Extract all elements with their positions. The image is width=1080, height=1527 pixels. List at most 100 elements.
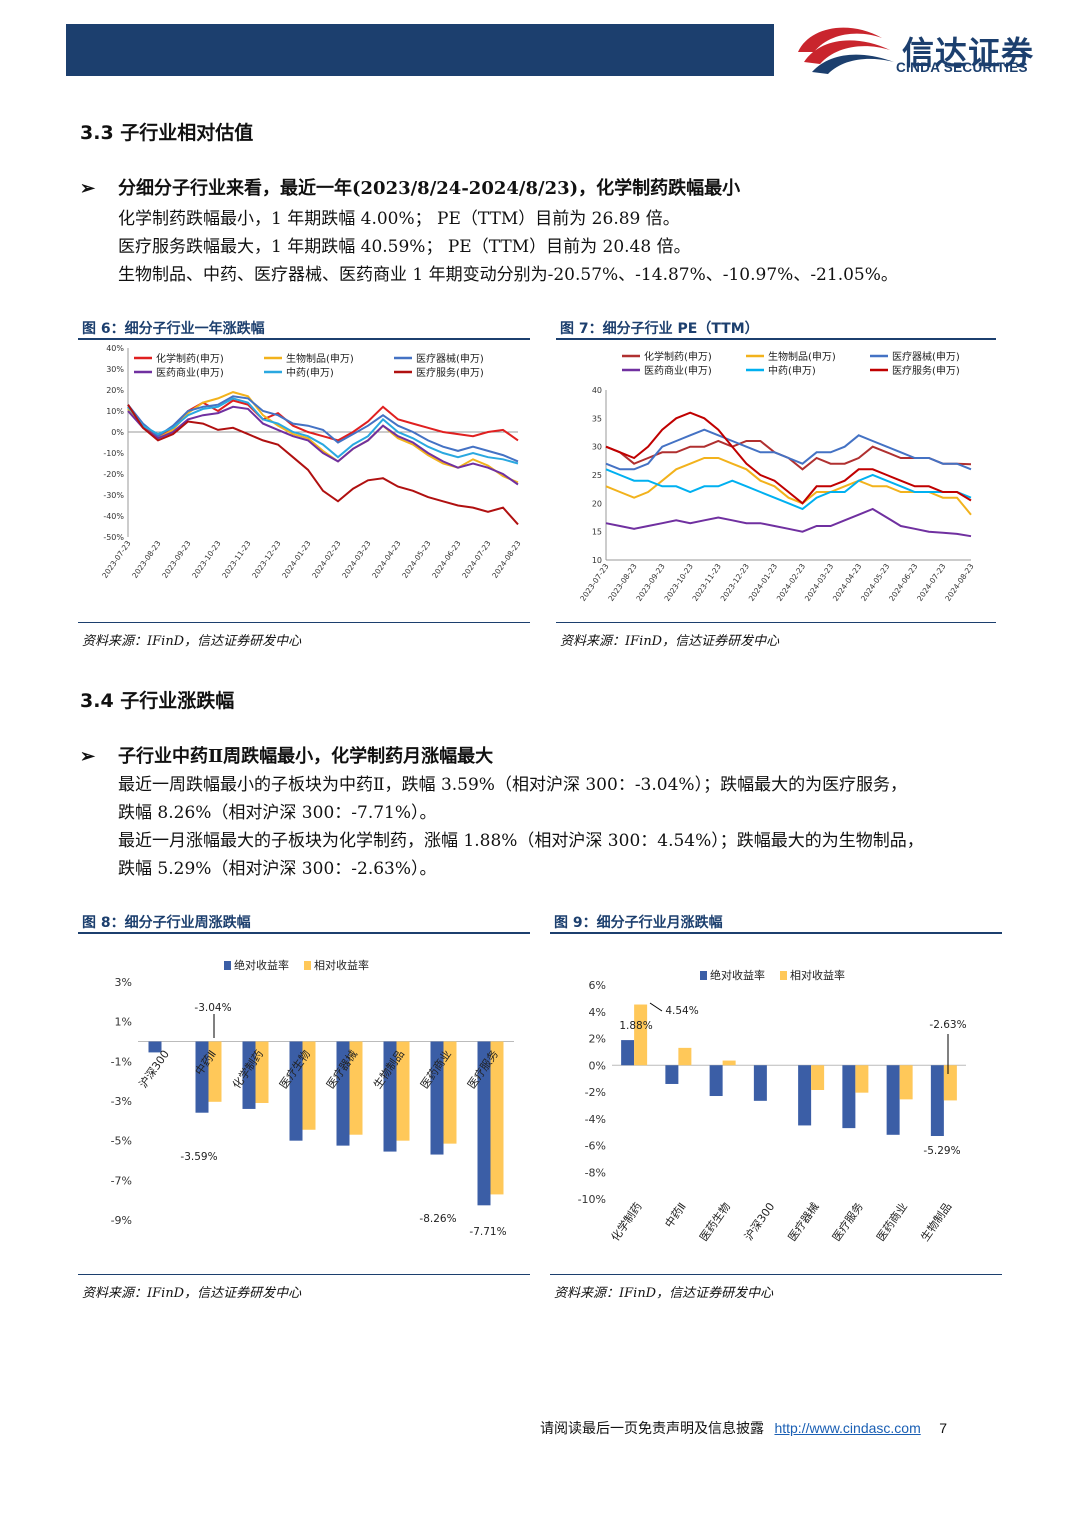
legend-label: 相对收益率 — [314, 958, 369, 972]
bar — [899, 1065, 913, 1100]
section-3-4-title: 3.4 子行业涨跌幅 — [80, 690, 235, 712]
bar — [798, 1065, 812, 1126]
y-tick-label: -30% — [103, 491, 124, 500]
fig8-top-rule — [78, 932, 530, 934]
data-label: -3.59% — [180, 1151, 217, 1163]
legend-label: 相对收益率 — [790, 968, 845, 982]
bullet-text: 子行业中药Ⅱ周跌幅最小，化学制药月涨幅最大 — [118, 746, 494, 767]
bar — [930, 1065, 944, 1137]
y-tick-label: -40% — [103, 512, 124, 521]
series-line — [605, 411, 972, 505]
fig9-chart: 6% 4% 2% 0% -2% -4% -6% -8% -10%化学制药 中药Ⅱ 医药生物 沪深300… — [578, 968, 967, 1244]
fig7-chart: 403530252015102023-07-232023-08-232023-0… — [578, 350, 976, 603]
y-tick-label: 40 — [592, 386, 602, 395]
fig9-source: 资料来源：IFinD，信达证券研发中心 — [554, 1286, 774, 1301]
bar — [383, 1041, 397, 1152]
section-3-4-bullet: ➢ 子行业中药Ⅱ周跌幅最小，化学制药月涨幅最大 — [80, 742, 493, 768]
data-label: -3.04% — [194, 1002, 231, 1014]
x-tick-label: 2024-05-23 — [400, 539, 433, 580]
footer-link[interactable]: http://www.cindasc.com — [774, 1420, 921, 1436]
x-tick-label: 2023-12-23 — [250, 539, 283, 580]
brand-name-cn: 信达证券 — [902, 34, 1035, 72]
fig7-title: 图 7：细分子行业 PE（TTM） — [560, 321, 759, 337]
y-tick-label: 2% — [589, 1033, 606, 1046]
y-tick-label: 40% — [106, 344, 124, 353]
section-3-3-title: 3.3 子行业相对估值 — [80, 122, 254, 144]
bar — [753, 1065, 767, 1101]
fig6-top-rule — [78, 338, 530, 340]
bar — [208, 1041, 222, 1102]
bar — [443, 1041, 457, 1144]
fig8-chart: 3%1%-1%-3%-5%-7%-9%沪深300 中药Ⅱ 化学制药 医疗生物 医疗器械生… — [111, 958, 514, 1238]
x-tick-label: 2024-04-23 — [370, 539, 403, 580]
y-tick-label: 20 — [592, 499, 602, 508]
brand-name-en: CINDA SECURITIES — [896, 60, 1028, 75]
series-line — [605, 468, 972, 511]
bar — [490, 1041, 504, 1195]
legend-swatch — [304, 961, 311, 970]
series-line — [605, 507, 972, 538]
series-line — [127, 399, 519, 442]
data-label: 1.88% — [619, 1020, 652, 1032]
legend-label: 生物制品(申万) — [286, 352, 354, 365]
paragraph-line: 跌幅 8.26%（相对沪深 300：-7.71%）。 — [118, 803, 437, 823]
y-tick-label: 10 — [592, 556, 602, 565]
series-line — [127, 405, 519, 486]
x-category-label: 生物制品 — [918, 1200, 955, 1244]
bar — [722, 1060, 736, 1066]
y-tick-label: -1% — [111, 1055, 132, 1068]
fig6-bottom-rule — [78, 622, 530, 623]
bar — [148, 1041, 162, 1053]
fig9-top-rule — [550, 932, 1002, 934]
y-tick-label: -50% — [103, 533, 124, 542]
y-tick-label: 15 — [592, 528, 602, 537]
fig6-title: 图 6：细分子行业一年涨跌幅 — [82, 321, 265, 337]
legend-label: 绝对收益率 — [710, 968, 765, 982]
annotation-leader — [649, 1002, 663, 1012]
section-3-3-bullet: ➢ 分细分子行业来看，最近一年(2023/8/24-2024/8/23)，化学制药… — [80, 174, 740, 200]
bar — [842, 1065, 856, 1129]
legend-label: 化学制药(申万) — [644, 350, 712, 363]
x-tick-label: 2024-08-23 — [490, 539, 523, 580]
fig7-top-rule — [556, 338, 996, 340]
x-category-label: 化学制药 — [608, 1200, 645, 1244]
legend-swatch — [700, 971, 707, 980]
fig8-title: 图 8：细分子行业周涨跌幅 — [82, 915, 251, 931]
data-label: -2.63% — [929, 1019, 966, 1031]
bullet-text: 分细分子行业来看，最近一年(2023/8/24-2024/8/23)，化学制药跌… — [118, 178, 741, 199]
x-tick-label: 2023-08-23 — [130, 539, 163, 580]
y-tick-label: 30 — [592, 443, 602, 452]
cinda-logo-icon — [798, 27, 894, 74]
fig9-title: 图 9：细分子行业月涨跌幅 — [554, 915, 723, 931]
y-tick-label: -10% — [578, 1193, 606, 1206]
bar — [943, 1065, 957, 1101]
bar — [302, 1041, 316, 1130]
data-label: -8.26% — [419, 1213, 456, 1225]
x-tick-label: 2024-07-23 — [460, 539, 493, 580]
series-line — [127, 391, 519, 484]
paragraph-line: 最近一周跌幅最小的子板块为中药Ⅱ，跌幅 3.59%（相对沪深 300：-3.04… — [118, 775, 908, 795]
x-category-label: 中药Ⅱ — [662, 1200, 688, 1230]
legend-swatch — [224, 961, 231, 970]
bar — [349, 1041, 363, 1135]
x-category-label: 医药生物 — [696, 1200, 733, 1244]
legend-label: 医疗器械(申万) — [416, 352, 484, 365]
bar — [195, 1041, 209, 1113]
legend-swatch — [780, 971, 787, 980]
bar — [396, 1041, 410, 1141]
bar — [678, 1047, 692, 1066]
paragraph-line: 化学制药跌幅最小，1 年期跌幅 4.00%； PE（TTM）目前为 26.89 … — [118, 209, 680, 229]
x-category-label: 医药商业 — [873, 1200, 910, 1244]
data-label: -7.71% — [469, 1226, 506, 1238]
paragraph-line: 医疗服务跌幅最大，1 年期跌幅 40.59%； PE（TTM）目前为 20.48… — [118, 237, 691, 257]
y-tick-label: -3% — [111, 1095, 132, 1108]
legend-label: 生物制品(申万) — [768, 350, 836, 363]
bar — [855, 1065, 869, 1093]
x-category-label: 医疗服务 — [829, 1200, 866, 1244]
series-line — [127, 404, 519, 526]
bar — [477, 1041, 491, 1206]
x-tick-label: 2023-09-23 — [160, 539, 193, 580]
legend-label: 中药(申万) — [768, 364, 816, 377]
fig8-source: 资料来源：IFinD，信达证券研发中心 — [82, 1286, 302, 1301]
y-tick-label: -20% — [103, 470, 124, 479]
